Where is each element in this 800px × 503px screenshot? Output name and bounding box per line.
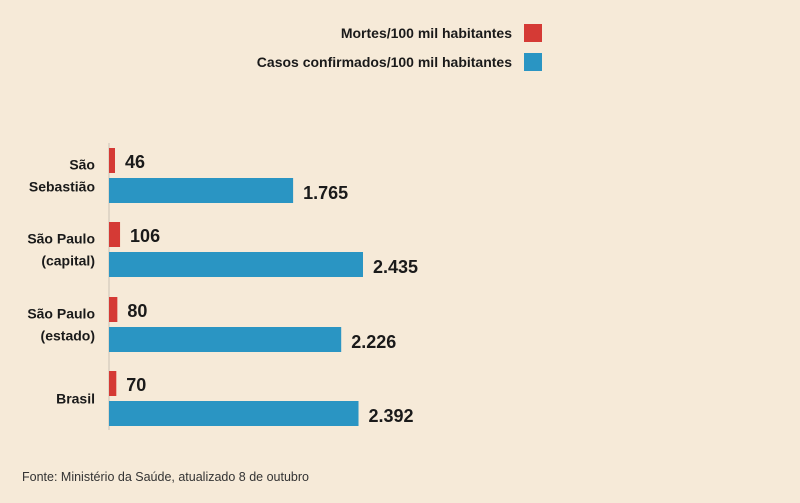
category-label: São [69,157,95,173]
bar-cases [109,401,359,426]
legend-label-deaths: Mortes/100 mil habitantes [340,25,512,41]
bar-deaths [109,148,115,173]
category-label: São Paulo [27,231,95,247]
data-label-deaths: 70 [126,375,146,395]
data-label-deaths: 80 [127,301,147,321]
category-label: São Paulo [27,306,95,322]
bar-cases [109,178,294,203]
legend-item-deaths: Mortes/100 mil habitantes [341,24,542,42]
bar-cases [109,252,363,277]
legend-label-cases: Casos confirmados/100 mil habitantes [256,54,512,70]
data-label-cases: 2.435 [373,257,418,277]
bar-deaths [109,371,117,396]
data-label-cases: 2.226 [351,332,396,352]
legend-item-cases: Casos confirmados/100 mil habitantes [257,53,542,71]
data-label-cases: 2.392 [369,406,414,426]
category-label: (capital) [41,253,95,269]
data-label-deaths: 106 [130,226,160,246]
bar-deaths [109,222,121,247]
source-note: Fonte: Ministério da Saúde, atualizado 8… [22,470,309,484]
legend-swatch-deaths [524,24,542,42]
category-label: Brasil [56,391,95,407]
bar-deaths [109,297,118,322]
data-label-deaths: 46 [125,152,145,172]
legend-swatch-cases [524,53,542,71]
category-label: Sebastião [29,179,95,195]
bar-cases [109,327,342,352]
data-label-cases: 1.765 [303,183,348,203]
category-label: (estado) [41,328,95,344]
